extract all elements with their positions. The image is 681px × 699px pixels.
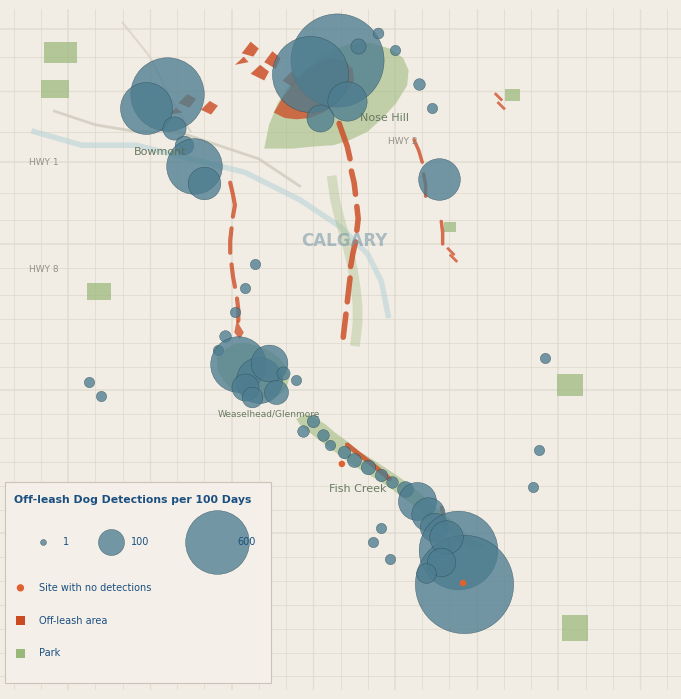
Point [427,102,438,113]
Point [199,177,210,188]
Text: 600: 600 [237,538,255,547]
Point [349,454,360,466]
Polygon shape [201,101,218,115]
Polygon shape [234,319,244,339]
Point [229,306,240,317]
Point [373,27,383,38]
Point [413,78,424,89]
Text: HWY 2: HWY 2 [388,137,418,146]
Point [458,577,469,589]
Polygon shape [242,42,259,57]
Point [250,259,261,270]
Point [384,554,395,565]
Point [400,484,411,495]
Point [308,415,319,426]
Point [452,545,463,556]
Point [534,445,545,456]
Point [233,359,244,370]
Point [211,537,222,548]
Point [298,426,308,437]
Bar [444,222,456,232]
Point [436,556,447,568]
Polygon shape [217,343,289,398]
Point [441,531,452,542]
Point [253,375,264,386]
Point [15,648,26,659]
Point [386,477,397,488]
Text: Site with no detections: Site with no detections [39,583,152,593]
Point [212,344,223,355]
Point [106,537,116,548]
Point [318,429,329,440]
Point [240,282,251,294]
Point [15,615,26,626]
Text: Park: Park [39,648,61,658]
Polygon shape [264,51,281,69]
Bar [557,374,583,396]
Text: CALGARY: CALGARY [301,231,387,250]
Point [240,382,251,393]
Point [189,160,200,171]
Point [336,459,347,470]
Bar [87,283,111,301]
Polygon shape [283,72,298,87]
Point [15,582,26,593]
Polygon shape [251,65,269,80]
Polygon shape [235,57,249,65]
Bar [44,42,77,64]
Point [422,509,433,520]
Point [168,122,179,134]
Point [338,446,349,457]
Point [315,113,326,124]
Point [95,390,106,401]
FancyBboxPatch shape [5,482,271,683]
Text: Off-leash area: Off-leash area [39,616,108,626]
Text: HWY 1: HWY 1 [29,158,59,167]
Point [332,55,343,66]
Point [37,537,48,548]
Text: Off-leash Dog Detections per 100 Days: Off-leash Dog Detections per 100 Days [14,495,251,505]
Point [178,140,189,151]
Text: Weaselhead/Glenmore: Weaselhead/Glenmore [218,410,320,419]
Polygon shape [274,58,354,120]
Text: Nose Hill: Nose Hill [360,113,409,123]
Bar [562,615,588,641]
Point [270,386,281,397]
Text: 1: 1 [63,538,69,547]
Bar [505,89,520,101]
Point [277,368,288,379]
Point [434,173,445,185]
Point [429,521,440,532]
Point [420,568,431,579]
Point [411,495,422,506]
Point [161,89,172,100]
Bar [41,80,69,98]
Point [304,68,315,79]
Point [219,331,230,342]
Point [325,439,336,450]
Point [352,41,363,52]
Text: 100: 100 [131,538,150,547]
Point [83,377,94,388]
Point [368,536,379,547]
Point [264,357,274,368]
Point [390,44,400,55]
Text: Fish Creek: Fish Creek [329,484,386,494]
Point [459,579,470,590]
Point [247,391,257,403]
Point [291,375,302,386]
Polygon shape [169,108,183,115]
Text: HWY 8: HWY 8 [29,265,59,273]
Polygon shape [296,415,484,550]
Point [527,482,538,493]
Point [376,522,387,533]
Point [141,102,152,113]
Text: Bowmont: Bowmont [133,147,187,157]
Point [362,461,373,473]
Point [539,352,550,363]
Point [342,95,353,106]
Point [376,470,387,481]
Polygon shape [264,43,409,149]
Polygon shape [178,94,196,108]
